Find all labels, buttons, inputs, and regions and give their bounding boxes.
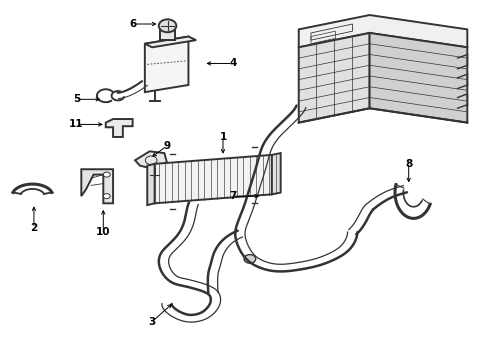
FancyBboxPatch shape	[160, 26, 175, 40]
Polygon shape	[145, 37, 189, 92]
Text: 10: 10	[96, 227, 111, 237]
Text: 4: 4	[229, 58, 237, 68]
Polygon shape	[135, 151, 167, 169]
Circle shape	[103, 172, 110, 177]
Circle shape	[244, 255, 256, 263]
Polygon shape	[299, 33, 369, 123]
Text: 1: 1	[220, 132, 227, 142]
Polygon shape	[369, 33, 467, 123]
Polygon shape	[145, 37, 196, 47]
Text: 9: 9	[163, 141, 171, 151]
Text: 3: 3	[148, 317, 156, 327]
Polygon shape	[106, 119, 133, 137]
Text: 7: 7	[229, 191, 237, 201]
Text: 5: 5	[73, 94, 80, 104]
Circle shape	[159, 19, 176, 32]
Polygon shape	[155, 155, 272, 203]
Text: 2: 2	[30, 224, 38, 233]
Text: 6: 6	[129, 19, 136, 29]
Polygon shape	[272, 153, 281, 194]
Circle shape	[103, 194, 110, 199]
Polygon shape	[147, 164, 155, 205]
Polygon shape	[299, 15, 467, 47]
Text: 8: 8	[405, 159, 412, 169]
Polygon shape	[81, 169, 113, 203]
Text: 11: 11	[69, 120, 84, 129]
